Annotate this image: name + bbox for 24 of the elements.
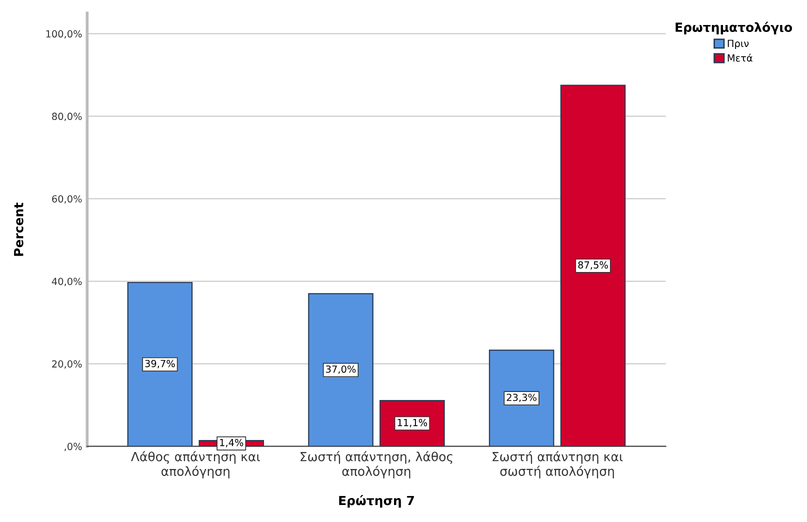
y-tick-label: ,0% [64,442,82,452]
legend-label: Μετά [728,54,752,62]
bar [488,350,554,446]
data-label: 87,5% [578,261,608,270]
data-label: 11,1% [398,418,428,428]
data-label: 23,3% [506,394,536,402]
y-tick-label: 80,0% [52,112,82,122]
data-label: 37,0% [326,365,356,374]
y-tick-label: 60,0% [52,195,82,204]
data-label: 39,7% [145,360,175,368]
x-axis-title: Ερώτηση 7 [339,495,414,508]
y-tick-label: 20,0% [52,360,82,369]
y-tick-label: 40,0% [52,278,82,286]
bar [308,293,374,446]
x-tick-label: Σωστή απάντηση, λάθος απολόγηση [300,451,452,478]
bar [127,282,193,446]
bar [560,84,626,446]
y-axis-title: Percent [14,202,24,256]
legend-label: Πριν [728,40,749,49]
data-label: 1,4% [220,438,244,448]
x-tick-label: Λάθος απάντηση και απολόγηση [131,451,260,478]
legend-title: Ερωτηματολόγιο [676,22,792,34]
x-tick-label: Σωστή απάντηση και σωστή απολόγηση [492,451,623,478]
y-tick-label: 100,0% [46,30,82,39]
